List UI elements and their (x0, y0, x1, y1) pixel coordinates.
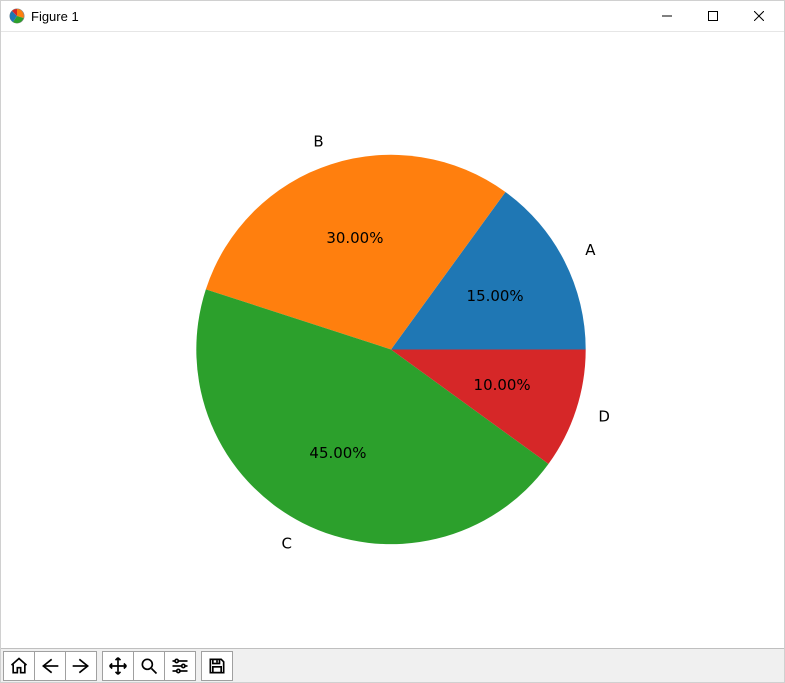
maximize-button[interactable] (690, 1, 736, 31)
pie-pct-a: 15.00% (467, 287, 524, 305)
titlebar: Figure 1 (1, 1, 784, 31)
toolbar-save[interactable] (201, 651, 233, 681)
minimize-button[interactable] (644, 1, 690, 31)
toolbar-back[interactable] (34, 651, 66, 681)
pie-pct-b: 30.00% (326, 229, 383, 247)
pie-label-a: A (585, 241, 596, 259)
toolbar-zoom[interactable] (133, 651, 165, 681)
toolbar-configure[interactable] (164, 651, 196, 681)
back-icon (40, 656, 60, 676)
pan-icon (108, 656, 128, 676)
configure-icon (170, 656, 190, 676)
toolbar-home[interactable] (3, 651, 35, 681)
pie-pct-c: 45.00% (309, 444, 366, 462)
toolbar-pan[interactable] (102, 651, 134, 681)
figure-window: Figure 1 15.00% A 30.00% B 45.00% C 10.00% D (0, 0, 785, 683)
close-button[interactable] (736, 1, 782, 31)
toolbar-forward[interactable] (65, 651, 97, 681)
window-title: Figure 1 (31, 9, 79, 24)
zoom-icon (139, 656, 159, 676)
pie-label-c: C (282, 534, 292, 552)
home-icon (9, 656, 29, 676)
pie-pct-d: 10.00% (474, 376, 531, 394)
pie-label-b: B (313, 133, 323, 151)
save-icon (207, 656, 227, 676)
figure-canvas[interactable]: 15.00% A 30.00% B 45.00% C 10.00% D (1, 31, 784, 648)
nav-toolbar (1, 648, 784, 682)
app-icon (9, 8, 25, 24)
pie-label-d: D (598, 407, 610, 425)
forward-icon (71, 656, 91, 676)
pie-chart: 15.00% A 30.00% B 45.00% C 10.00% D (1, 32, 784, 648)
